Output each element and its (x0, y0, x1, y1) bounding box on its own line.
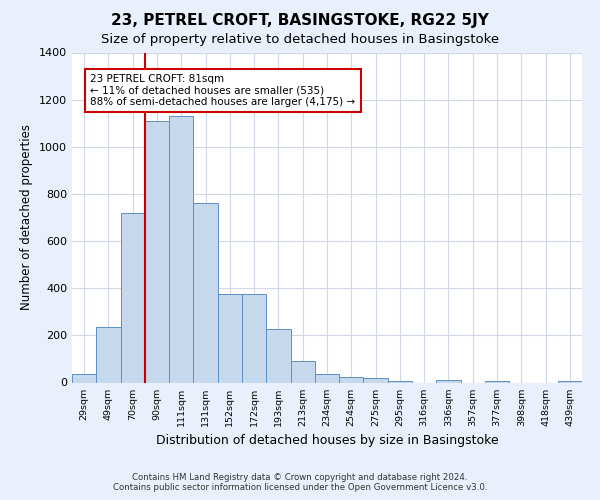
X-axis label: Distribution of detached houses by size in Basingstoke: Distribution of detached houses by size … (155, 434, 499, 447)
Text: Contains HM Land Registry data © Crown copyright and database right 2024.
Contai: Contains HM Land Registry data © Crown c… (113, 473, 487, 492)
Text: 23 PETREL CROFT: 81sqm
← 11% of detached houses are smaller (535)
88% of semi-de: 23 PETREL CROFT: 81sqm ← 11% of detached… (90, 74, 355, 107)
Bar (242, 294, 266, 382)
Text: Size of property relative to detached houses in Basingstoke: Size of property relative to detached ho… (101, 32, 499, 46)
Bar (169, 116, 193, 382)
Bar (96, 327, 121, 382)
Bar (436, 380, 461, 382)
Bar (315, 374, 339, 382)
Bar (266, 330, 290, 382)
Bar (364, 378, 388, 382)
Y-axis label: Number of detached properties: Number of detached properties (20, 124, 34, 310)
Bar (193, 204, 218, 382)
Bar (339, 376, 364, 382)
Bar (218, 294, 242, 382)
Text: 23, PETREL CROFT, BASINGSTOKE, RG22 5JY: 23, PETREL CROFT, BASINGSTOKE, RG22 5JY (111, 12, 489, 28)
Bar (121, 213, 145, 382)
Bar (145, 121, 169, 382)
Bar (72, 374, 96, 382)
Bar (290, 362, 315, 382)
